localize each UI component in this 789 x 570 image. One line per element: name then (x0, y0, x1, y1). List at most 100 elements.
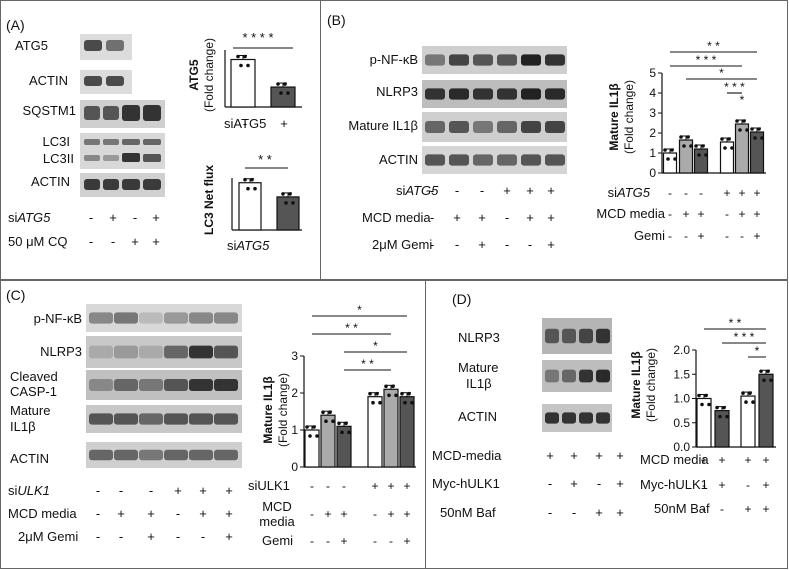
panel-b-label: (B) (327, 12, 346, 28)
data-point (759, 369, 763, 374)
condition-sign: + (718, 453, 725, 467)
blot-label-il1b-c: IL1β (10, 419, 36, 434)
blot-label-lc3ii: LC3II (43, 151, 74, 166)
significance-mark: * * (707, 39, 720, 53)
y-tick-label: 2.0 (673, 343, 690, 357)
data-point (321, 410, 325, 415)
chart-lc3-ylabel: LC3 Net flux (202, 165, 216, 235)
significance-mark: * (740, 93, 745, 107)
blot-label-actin-d: ACTIN (458, 409, 497, 424)
significance-mark: * * (361, 357, 374, 371)
data-point (738, 128, 742, 132)
y-tick-label: 4 (649, 86, 656, 100)
blot-band (103, 106, 119, 120)
blot-lc3 (80, 133, 165, 169)
data-point (666, 157, 670, 161)
bar (383, 388, 399, 468)
blot-band (189, 312, 213, 324)
condition-sign: - (310, 479, 314, 493)
blot-band (139, 379, 163, 391)
chart-b-row-label-mcd: MCD media (596, 206, 665, 221)
condition-sign: + (595, 448, 603, 463)
blot-label-nlrp3-c: NLRP3 (40, 344, 82, 359)
data-point (730, 146, 734, 150)
blot-label-pnfkb-b: p-NF-κB (370, 52, 418, 67)
condition-sign: + (738, 207, 745, 221)
data-point (305, 425, 309, 429)
data-point (243, 54, 247, 59)
significance-mark: * * (258, 152, 272, 167)
data-point (720, 137, 724, 141)
condition-sign: - (176, 506, 180, 521)
y-tick-label: 0 (649, 166, 656, 180)
chart-d: + + + +- + - +- - + +0.00.51.01.52.0* ** * ** (673, 316, 776, 516)
panel-c: (C) p-NF-κB NLRP3 Cleaved CASP-1 Mature … (6, 287, 416, 548)
data-point (769, 378, 773, 383)
data-point (324, 419, 328, 424)
condition-sign: + (682, 207, 689, 221)
data-point (400, 391, 404, 396)
blot-label-pnfkb-c: p-NF-κB (34, 311, 82, 326)
chart-d-row-label-mcd: MCD media (640, 452, 709, 467)
chart-d-row-label-baf: 50nM Baf (654, 501, 710, 516)
chart-d-row-label-myc: Myc-hULK1 (640, 477, 708, 492)
data-point (236, 54, 240, 59)
data-point (246, 186, 250, 191)
data-point (744, 400, 748, 404)
condition-sign: - (548, 476, 552, 491)
condition-sign: + (199, 483, 207, 498)
data-point (368, 391, 372, 396)
data-point (286, 91, 290, 95)
blot-band (579, 369, 593, 383)
blot-band (114, 449, 138, 461)
condition-sign: + (762, 478, 769, 492)
data-point (340, 430, 344, 435)
blot-label-lc3i: LC3I (43, 134, 70, 149)
data-point (762, 378, 766, 383)
condition-label-gemi-b: 2μM Gemi (372, 237, 432, 252)
chart-b-ylabel: (Fold change) (622, 80, 636, 154)
blot-band (425, 88, 445, 100)
condition-signs-c: - - - + + + - + + - + + - - + - - + (96, 483, 233, 544)
condition-label-myc-d: Myc-hULK1 (432, 476, 500, 491)
blot-band (521, 88, 541, 100)
blot-band (84, 139, 100, 145)
blot-band (521, 154, 541, 166)
condition-sign: - (96, 506, 100, 521)
condition-sign: + (117, 506, 125, 521)
condition-sign: + (526, 210, 534, 225)
condition-sign: + (324, 507, 331, 521)
blot-band (497, 88, 517, 100)
chart-b-row-label-siatg5: siATG5 (608, 185, 651, 200)
data-point (410, 400, 414, 405)
data-point (735, 119, 739, 123)
bar (367, 396, 383, 468)
chart-c-ylabel-bold: Mature IL1β (261, 376, 275, 443)
data-point (741, 391, 745, 395)
panel-d: (D) NLRP3 Mature IL1β ACTIN MCD-media My… (432, 291, 776, 520)
condition-sign: - (201, 529, 205, 544)
y-tick-label: 0.0 (673, 440, 690, 454)
x-tick-label: - (243, 116, 247, 131)
condition-sign: - (326, 479, 330, 493)
condition-sign: + (595, 505, 603, 520)
blot-band (545, 369, 559, 383)
panel-b-border (320, 0, 788, 280)
blot-band (143, 179, 161, 190)
condition-sign: + (547, 210, 555, 225)
condition-signs-b: - - - + + +- + + - + +- - + - - + (430, 183, 555, 252)
condition-label-mcd-d: MCD-media (432, 448, 502, 463)
blot-band (139, 312, 163, 324)
panel-a: (A) ATG5 ACTIN SQSTM1 LC3I LC3II ACTIN (6, 17, 302, 253)
blot-band (214, 345, 238, 359)
data-point (371, 400, 375, 405)
blot-band (473, 121, 493, 133)
data-point (384, 384, 388, 389)
condition-sign: + (697, 207, 704, 221)
condition-sign: + (744, 502, 751, 516)
data-point (727, 137, 731, 141)
chart-c-row-label-siulk1: siULK1 (248, 478, 290, 493)
data-point (686, 135, 690, 139)
condition-sign: - (430, 183, 434, 198)
